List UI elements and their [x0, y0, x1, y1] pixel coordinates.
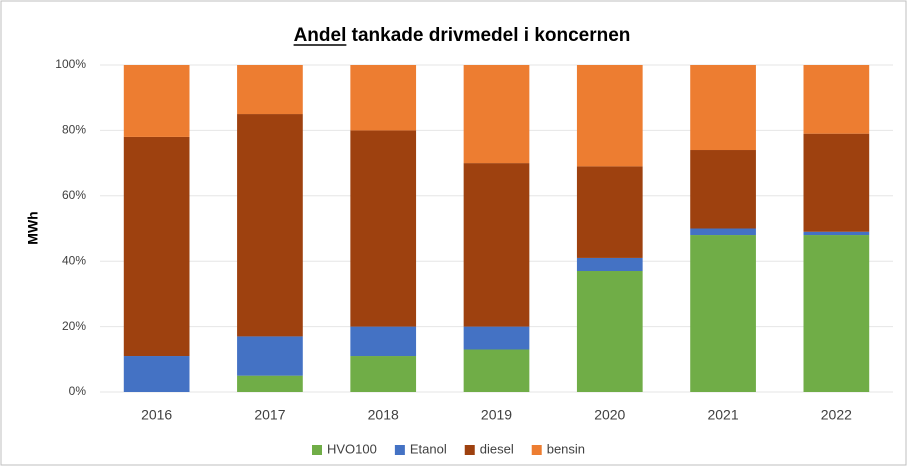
bar-segment — [690, 150, 756, 229]
x-tick-label: 2016 — [141, 407, 172, 423]
bar-segment — [803, 133, 870, 232]
y-tick-label: 100% — [55, 57, 86, 71]
y-axis-label: MWh — [25, 211, 41, 244]
bar-segment — [576, 65, 643, 167]
bar-segment — [237, 336, 303, 376]
y-tick-label: 60% — [62, 188, 86, 202]
bar-segment — [463, 163, 530, 327]
bar-segment — [690, 235, 756, 392]
legend-swatch — [531, 445, 542, 455]
bar-segment — [350, 356, 417, 392]
legend-label: bensin — [547, 441, 585, 456]
bar-segment — [463, 349, 530, 392]
y-tick-label: 20% — [62, 319, 86, 333]
bar-segment — [690, 65, 756, 151]
legend-swatch — [394, 445, 405, 455]
bar-segment — [123, 136, 190, 357]
bar-segment — [803, 231, 870, 236]
legend-swatch — [464, 445, 475, 455]
bar-segment — [350, 130, 417, 327]
legend-label: HVO100 — [327, 441, 377, 456]
bar-segment — [803, 65, 870, 134]
legend-label: diesel — [480, 441, 514, 456]
x-tick-label: 2022 — [821, 407, 852, 423]
bar-segment — [803, 235, 870, 392]
bar-segment — [350, 65, 417, 131]
bar-segment — [237, 114, 303, 337]
bar-segment — [123, 356, 190, 392]
legend-label: Etanol — [410, 441, 447, 456]
x-tick-label: 2020 — [594, 407, 625, 423]
bar-segment — [463, 326, 530, 350]
bar-segment — [576, 271, 643, 392]
bar-segment — [123, 65, 190, 137]
bar-segment — [690, 228, 756, 236]
x-tick-label: 2017 — [254, 407, 285, 423]
x-tick-label: 2019 — [481, 407, 512, 423]
legend-swatch — [312, 445, 322, 455]
bar-segment — [237, 65, 303, 115]
bar-segment — [576, 257, 643, 272]
y-tick-label: 40% — [62, 253, 86, 267]
x-tick-label: 2021 — [707, 407, 738, 423]
y-tick-label: 80% — [62, 123, 86, 137]
y-tick-label: 0% — [69, 384, 87, 398]
bar-segment — [576, 166, 643, 258]
x-tick-label: 2018 — [368, 407, 399, 423]
chart-title: Andel tankade drivmedel i koncernen — [294, 25, 631, 46]
bar-segment — [237, 375, 303, 392]
bar-segment — [350, 326, 417, 357]
bar-segment — [463, 65, 530, 164]
